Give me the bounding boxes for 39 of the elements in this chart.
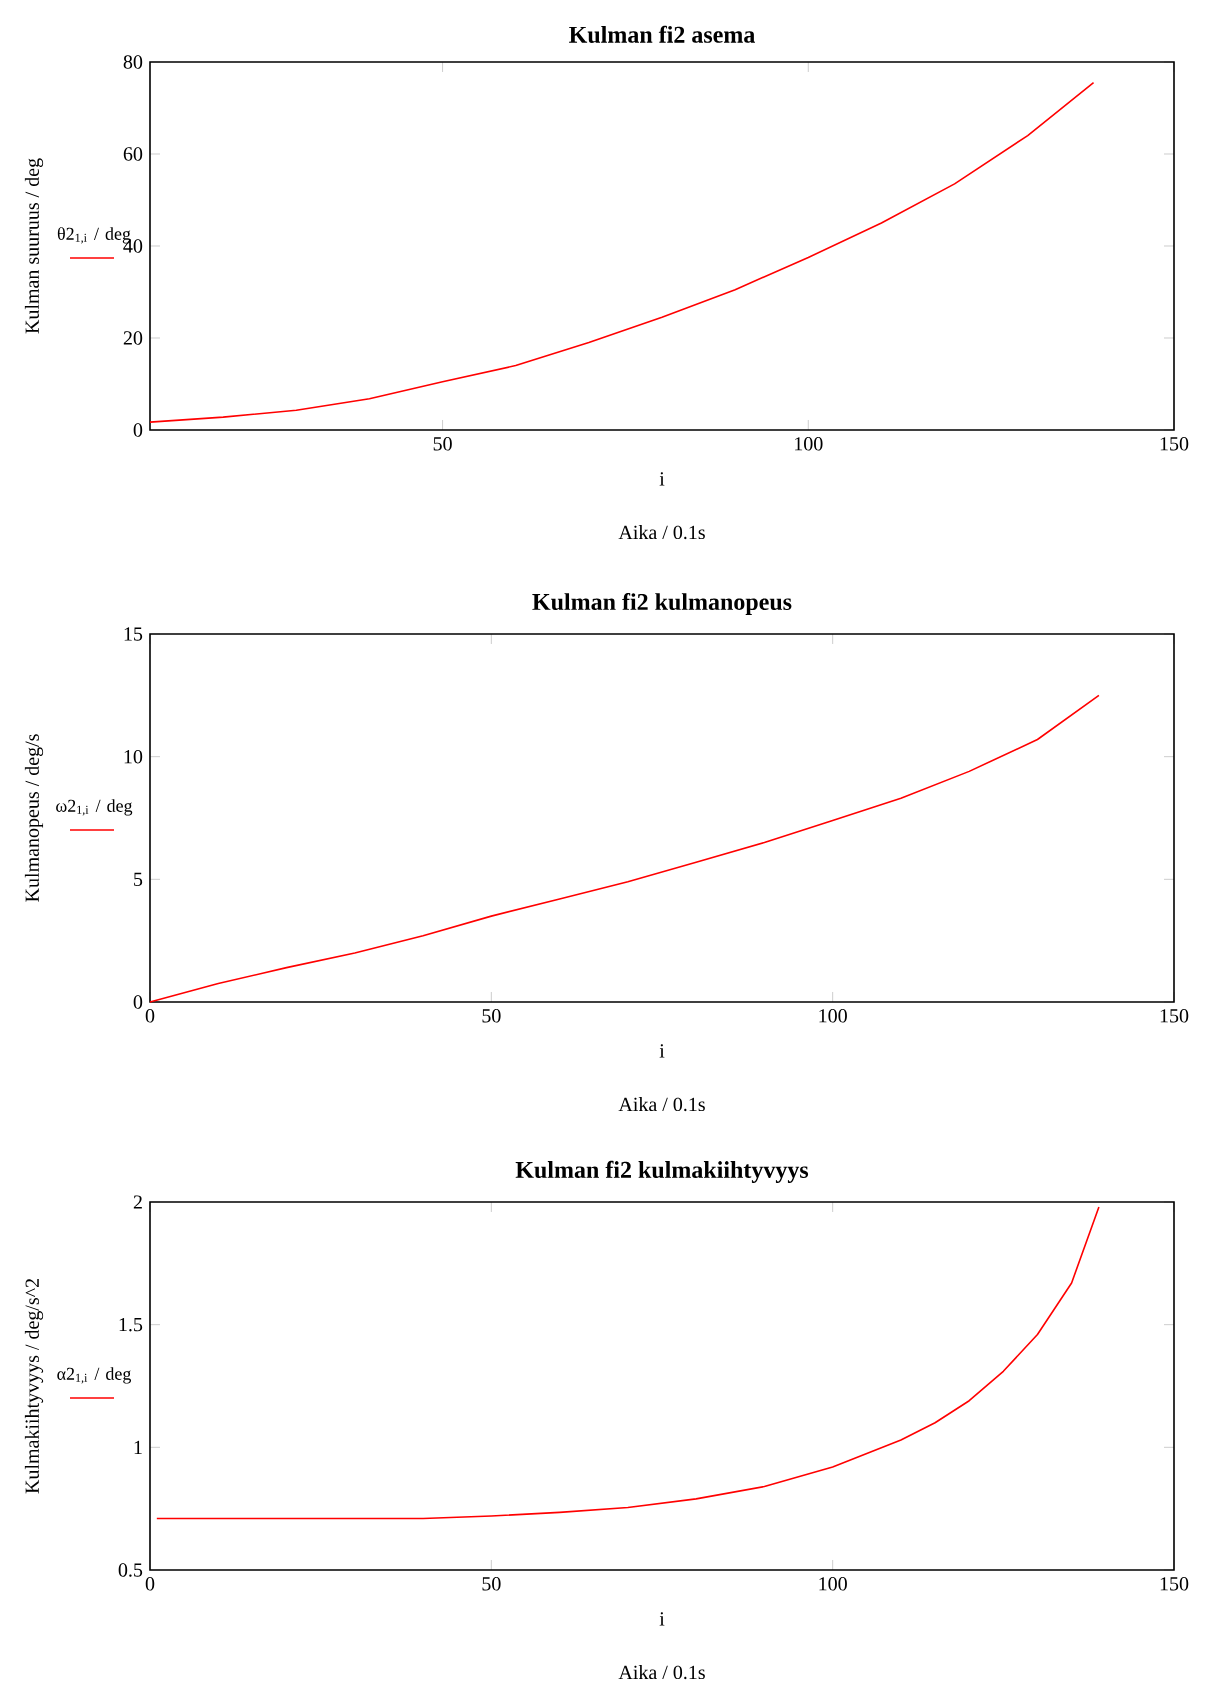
x-tick-label: 100	[795, 437, 823, 451]
chart-title: Kulman fi2 kulmakiihtyvyys	[515, 1160, 809, 1183]
chart-title: Kulman fi2 kulmanopeus	[532, 592, 792, 615]
x-tick-label: 100	[819, 1009, 847, 1023]
chart-title: Kulman fi2 asema	[569, 25, 755, 43]
x-tick-label: 0	[145, 1009, 155, 1023]
y-tick-label: 5	[134, 872, 143, 886]
x-tick-label: 150	[1160, 1009, 1189, 1023]
y-tick-label: 80	[123, 55, 143, 69]
y-axis-title: Kulmakiihtyvyys / deg/s^2	[24, 1279, 44, 1494]
x-axis-title: i	[659, 472, 665, 486]
text: Aika / 0.1s	[618, 1097, 705, 1112]
y-tick-label: 0.5	[118, 1563, 143, 1577]
y-tick-label: 15	[124, 627, 143, 641]
y-axis-title: Kulman suuruus / deg	[24, 158, 44, 334]
text: Aika / 0.1s	[618, 525, 705, 540]
text: Aika / 0.1s	[618, 1665, 705, 1680]
x-axis-title: i	[659, 1044, 665, 1058]
y-tick-label: 2	[133, 1195, 142, 1209]
x-tick-label: 50	[482, 1009, 501, 1023]
x-tick-label: 50	[433, 437, 452, 451]
y-tick-label: 0	[133, 995, 143, 1009]
text: ω2$_{1,i}$ / deg	[56, 799, 133, 816]
y-tick-label: 60	[123, 147, 143, 161]
x-tick-label: 150	[1160, 1577, 1189, 1591]
text: α2$_{1,i}$ / deg	[57, 1367, 132, 1384]
y-tick-label: 20	[123, 331, 143, 345]
x-axis-title: i	[659, 1612, 665, 1626]
line-series	[149, 694, 1100, 1003]
y-tick-label: 0	[133, 423, 143, 437]
line-series	[149, 81, 1095, 423]
x-tick-label: 0	[145, 1577, 155, 1591]
x-tick-label: 50	[482, 1577, 501, 1591]
y-tick-label: 1	[134, 1440, 142, 1454]
x-tick-label: 100	[819, 1577, 847, 1591]
x-tick-label: 150	[1160, 437, 1189, 451]
y-tick-label: 10	[124, 749, 143, 764]
y-axis-title: Kulmanopeus / deg/s	[24, 734, 44, 902]
y-tick-label: 1.5	[119, 1317, 143, 1332]
